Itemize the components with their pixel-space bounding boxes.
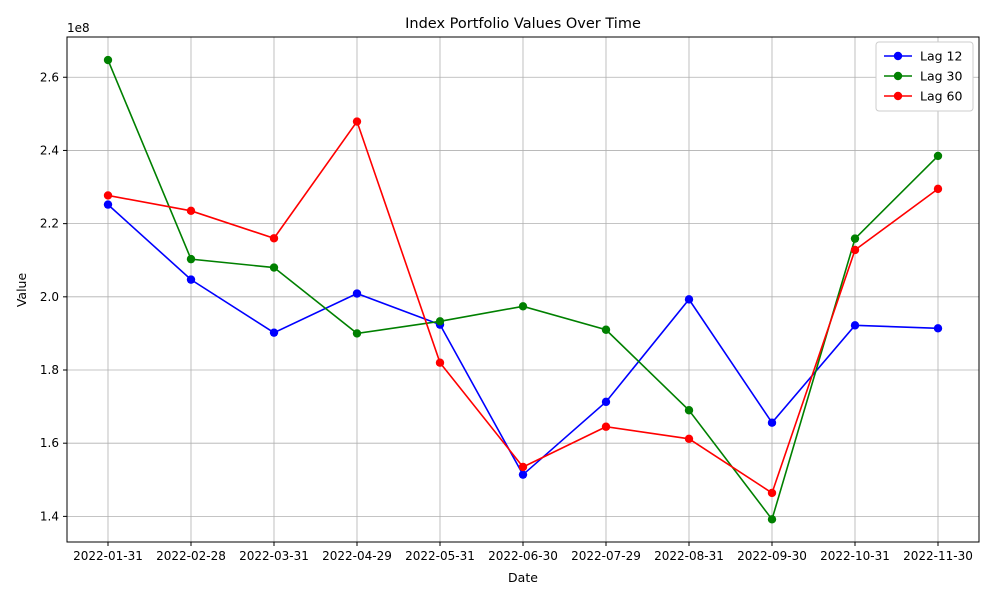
series-lag-12 bbox=[103, 200, 943, 479]
data-point bbox=[186, 275, 196, 284]
data-point bbox=[933, 324, 943, 333]
legend-label: Lag 60 bbox=[920, 89, 962, 104]
data-point bbox=[684, 434, 694, 444]
data-point bbox=[103, 200, 113, 209]
legend-entry: Lag 30 bbox=[884, 69, 962, 84]
data-point bbox=[518, 462, 528, 472]
x-tick-label: 2022-10-31 bbox=[820, 549, 890, 563]
data-point bbox=[352, 329, 362, 338]
x-tick-label: 2022-09-30 bbox=[737, 549, 807, 563]
axis-ticks: 2022-01-31 2022-02-28 2022-03-31 2022-04-29… bbox=[40, 70, 973, 563]
data-point bbox=[103, 191, 113, 200]
data-point bbox=[186, 206, 196, 216]
x-tick-label: 2022-01-31 bbox=[73, 549, 143, 563]
y-tick-label: 2.4 bbox=[40, 143, 59, 157]
data-point bbox=[933, 151, 943, 161]
grid bbox=[67, 37, 979, 542]
y-tick-label: 2.6 bbox=[40, 70, 59, 84]
data-point bbox=[767, 515, 777, 524]
data-point bbox=[601, 422, 611, 431]
chart-title: Index Portfolio Values Over Time bbox=[405, 16, 641, 32]
x-tick-label: 2022-02-28 bbox=[156, 549, 226, 563]
data-point bbox=[684, 406, 694, 415]
y-tick-label: 1.8 bbox=[40, 363, 59, 377]
x-tick-label: 2022-04-29 bbox=[322, 549, 392, 563]
data-point bbox=[601, 397, 611, 407]
y-tick-label: 1.6 bbox=[40, 436, 59, 450]
data-point bbox=[767, 488, 777, 498]
legend-label: Lag 12 bbox=[920, 49, 962, 64]
data-point bbox=[103, 55, 113, 65]
data-point bbox=[352, 289, 362, 298]
data-point bbox=[186, 254, 196, 264]
data-point bbox=[269, 328, 279, 337]
y-offset-label: 1e8 bbox=[67, 21, 90, 35]
series-lag-30 bbox=[103, 55, 943, 524]
data-point bbox=[684, 295, 694, 304]
x-tick-label: 2022-11-30 bbox=[903, 549, 973, 563]
x-tick-label: 2022-05-31 bbox=[405, 549, 475, 563]
x-tick-label: 2022-06-30 bbox=[488, 549, 558, 563]
data-point bbox=[352, 117, 362, 126]
legend: Lag 12 Lag 30 Lag 60 bbox=[875, 41, 974, 112]
legend-entry: Lag 60 bbox=[884, 89, 962, 104]
data-point bbox=[601, 325, 611, 334]
data-point bbox=[850, 245, 860, 255]
y-tick-label: 2.2 bbox=[40, 217, 59, 231]
y-tick-label: 2.0 bbox=[40, 290, 59, 304]
data-point bbox=[850, 321, 860, 330]
legend-marker bbox=[893, 91, 903, 101]
x-axis-label: Date bbox=[508, 570, 538, 585]
y-axis-label: Value bbox=[14, 273, 29, 308]
data-point bbox=[850, 234, 860, 243]
series-group bbox=[103, 55, 943, 524]
legend-label: Lag 30 bbox=[920, 69, 962, 84]
y-tick-label: 1.4 bbox=[40, 509, 59, 523]
data-point bbox=[933, 184, 943, 194]
data-point bbox=[518, 470, 528, 479]
data-point bbox=[518, 302, 528, 311]
legend-marker bbox=[893, 71, 903, 81]
data-point bbox=[435, 358, 445, 367]
series-lag-60 bbox=[103, 117, 943, 498]
data-point bbox=[767, 418, 777, 427]
legend-marker bbox=[893, 51, 903, 61]
data-point bbox=[269, 263, 279, 272]
legend-entry: Lag 12 bbox=[884, 49, 962, 64]
x-tick-label: 2022-08-31 bbox=[654, 549, 724, 563]
x-tick-label: 2022-03-31 bbox=[239, 549, 309, 563]
data-point bbox=[269, 234, 279, 243]
data-point bbox=[435, 317, 445, 326]
x-tick-label: 2022-07-29 bbox=[571, 549, 641, 563]
